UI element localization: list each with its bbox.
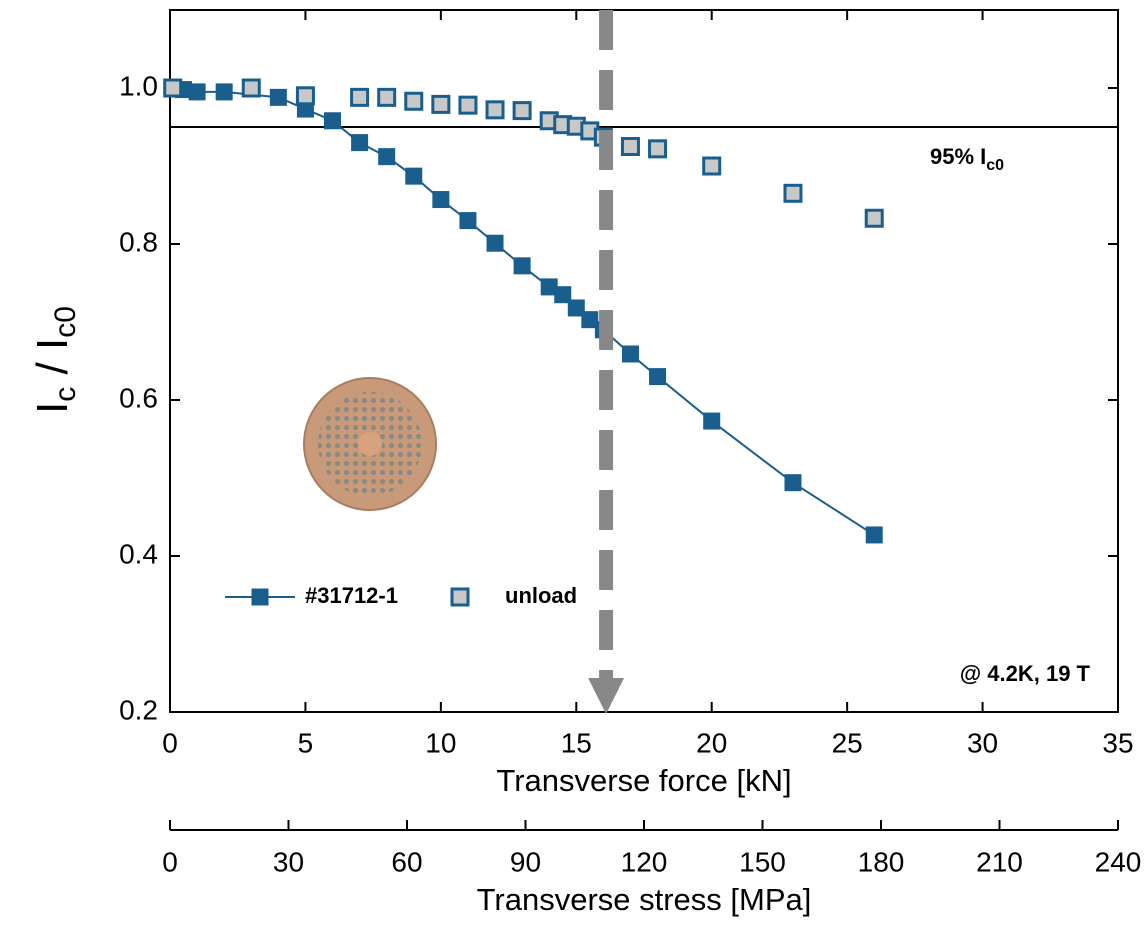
data-point (295, 86, 315, 106)
data-point (486, 234, 504, 252)
y-tick-label: 1.0 (119, 70, 158, 101)
threshold-label-sub: c0 (986, 157, 1004, 174)
data-point (649, 368, 667, 386)
legend-label: #31712-1 (305, 583, 398, 608)
x-tick-label: 10 (425, 727, 456, 758)
x-tick-label: 0 (162, 727, 178, 758)
x-tick-label: 30 (967, 727, 998, 758)
data-point (459, 212, 477, 230)
data-point (620, 137, 640, 156)
data-point (485, 100, 505, 120)
data-point (405, 167, 423, 185)
data-point (188, 83, 206, 101)
data-point (241, 78, 261, 98)
x2-tick-label: 90 (510, 846, 541, 877)
wire-cross-section (303, 377, 437, 511)
x-tick-label: 15 (561, 727, 592, 758)
data-point (784, 474, 802, 492)
data-point (350, 87, 370, 107)
arrow-head (588, 678, 625, 714)
data-point (351, 134, 369, 152)
data-point (378, 148, 396, 166)
data-point (554, 286, 572, 304)
x2-tick-label: 180 (858, 846, 905, 877)
x-axis-label: Transverse force [kN] (496, 763, 791, 798)
threshold-label-main: 95% I (930, 144, 986, 169)
x2-axis-label: Transverse stress [MPa] (477, 882, 812, 917)
x2-tick-label: 210 (976, 846, 1023, 877)
y-axis-label: Ic / Ic0 (28, 306, 82, 414)
y-label-sub: c0 (49, 306, 82, 338)
x2-tick-label: 30 (273, 846, 304, 877)
legend-label: unload (505, 583, 577, 608)
data-point (458, 95, 478, 115)
x2-tick-label: 0 (162, 846, 178, 877)
x-tick-label: 20 (696, 727, 727, 758)
y-tick-label: 0.6 (119, 382, 158, 413)
plot-frame (169, 9, 1119, 713)
data-point (512, 101, 532, 121)
threshold-label: 95% Ic0 (930, 144, 1004, 174)
y-label-sub: c (49, 387, 82, 402)
y-label-main: I (28, 402, 77, 414)
data-point (581, 311, 599, 329)
y-tick-label: 0.4 (119, 538, 158, 569)
data-point (163, 78, 183, 98)
data-point (432, 191, 450, 209)
x2-tick-label: 120 (621, 846, 668, 877)
data-point (621, 345, 639, 363)
data-point (377, 87, 397, 107)
data-point (648, 139, 668, 159)
x2-tick-label: 60 (391, 846, 422, 877)
data-point (783, 183, 803, 203)
x-tick-label: 35 (1102, 727, 1133, 758)
y-label-main: / I (28, 338, 77, 387)
legend-marker (450, 587, 470, 607)
data-point (567, 299, 585, 317)
data-point (269, 88, 287, 106)
data-point (404, 91, 424, 111)
series-line (172, 87, 875, 536)
y-tick-label: 0.2 (119, 694, 158, 725)
data-point (215, 83, 233, 101)
data-point (702, 156, 722, 176)
condition-label: @ 4.2K, 19 T (960, 661, 1091, 686)
data-point (513, 257, 531, 275)
data-point (431, 94, 451, 114)
x2-tick-label: 150 (739, 846, 786, 877)
data-point (324, 112, 342, 130)
legend-marker (251, 588, 269, 606)
data-point (864, 208, 884, 228)
x2-tick-label: 240 (1095, 846, 1142, 877)
data-point (865, 526, 883, 544)
x-tick-label: 25 (832, 727, 863, 758)
x-tick-label: 5 (298, 727, 314, 758)
data-point (703, 412, 721, 430)
y-tick-label: 0.8 (119, 226, 158, 257)
